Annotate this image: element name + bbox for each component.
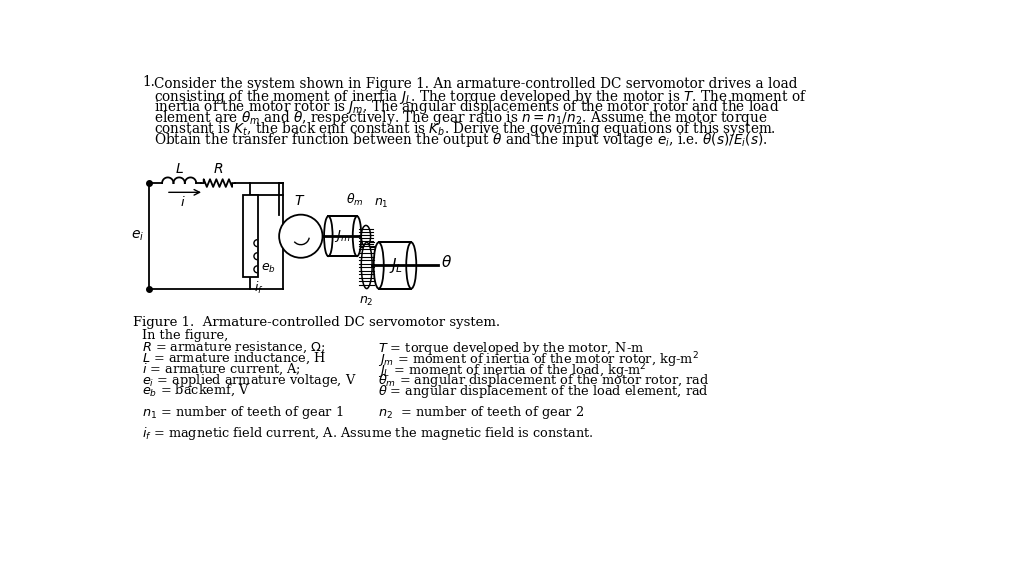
Text: $J_L$ = moment of inertia of the load, kg-m$^2$: $J_L$ = moment of inertia of the load, k… xyxy=(378,361,646,381)
Text: $i_f$: $i_f$ xyxy=(254,280,264,296)
Text: Figure 1.  Armature-controlled DC servomotor system.: Figure 1. Armature-controlled DC servomo… xyxy=(133,316,501,328)
Text: $R$ = armature resistance, $\Omega$;: $R$ = armature resistance, $\Omega$; xyxy=(142,340,325,355)
Text: $\theta_m$ = angular displacement of the motor rotor, rad: $\theta_m$ = angular displacement of the… xyxy=(378,372,709,389)
Text: $\theta$: $\theta$ xyxy=(441,255,453,270)
Text: $n_2$: $n_2$ xyxy=(359,295,374,308)
Text: $L$: $L$ xyxy=(175,162,183,176)
Text: $J_m$: $J_m$ xyxy=(335,228,351,244)
Text: $e_b$: $e_b$ xyxy=(260,262,275,275)
Text: Obtain the transfer function between the output $\theta$ and the input voltage $: Obtain the transfer function between the… xyxy=(155,131,768,149)
Text: $J_L$: $J_L$ xyxy=(389,256,402,275)
Text: $\theta$ = angular displacement of the load element, rad: $\theta$ = angular displacement of the l… xyxy=(378,382,709,400)
Text: $n_1$ = number of teeth of gear 1: $n_1$ = number of teeth of gear 1 xyxy=(142,404,343,420)
Text: $i_f$ = magnetic field current, A. Assume the magnetic field is constant.: $i_f$ = magnetic field current, A. Assum… xyxy=(142,425,594,442)
Bar xyxy=(329,216,357,256)
Text: $i$ = armature current, A;: $i$ = armature current, A; xyxy=(142,361,301,377)
Ellipse shape xyxy=(374,242,384,289)
Text: $e_i$ = applied armature voltage, V: $e_i$ = applied armature voltage, V xyxy=(142,372,356,389)
Ellipse shape xyxy=(407,242,417,289)
Text: $J_m$ = moment of inertia of the motor rotor, kg-m$^2$: $J_m$ = moment of inertia of the motor r… xyxy=(378,351,698,370)
Text: $R$: $R$ xyxy=(213,162,223,176)
Text: $n_1$: $n_1$ xyxy=(374,197,388,210)
Bar xyxy=(379,242,412,289)
Text: $e_i$: $e_i$ xyxy=(131,229,144,244)
Text: 1.: 1. xyxy=(142,75,155,89)
Text: In the figure,: In the figure, xyxy=(142,329,228,342)
Bar xyxy=(243,195,258,277)
Ellipse shape xyxy=(361,225,371,247)
Ellipse shape xyxy=(352,216,361,256)
Ellipse shape xyxy=(361,242,372,289)
Text: $T$ = torque developed by the motor, N-m: $T$ = torque developed by the motor, N-m xyxy=(378,340,644,357)
Text: element are $\theta_m$ and $\theta$, respectively. The gear ratio is $n=n_1/n_2$: element are $\theta_m$ and $\theta$, res… xyxy=(155,109,768,127)
Text: constant is $K_t$, the back emf constant is $K_b$. Derive the governing equation: constant is $K_t$, the back emf constant… xyxy=(155,120,776,138)
Text: $\theta_m$: $\theta_m$ xyxy=(346,192,364,209)
Circle shape xyxy=(280,215,323,258)
Text: $L$ = armature inductance, H: $L$ = armature inductance, H xyxy=(142,351,326,366)
Text: consisting of the moment of inertia $J_L$. The torque developed by the motor is : consisting of the moment of inertia $J_L… xyxy=(155,88,808,105)
Text: $n_2$  = number of teeth of gear 2: $n_2$ = number of teeth of gear 2 xyxy=(378,404,584,420)
Text: $i$: $i$ xyxy=(180,195,185,209)
Text: $T$: $T$ xyxy=(294,195,305,209)
Text: inertia of the motor rotor is $J_m$. The angular displacements of the motor roto: inertia of the motor rotor is $J_m$. The… xyxy=(155,98,779,116)
Text: $e_b$ = backemf, V: $e_b$ = backemf, V xyxy=(142,382,250,398)
Text: Consider the system shown in Figure 1. An armature-controlled DC servomotor driv: Consider the system shown in Figure 1. A… xyxy=(155,77,798,91)
Ellipse shape xyxy=(324,216,333,256)
